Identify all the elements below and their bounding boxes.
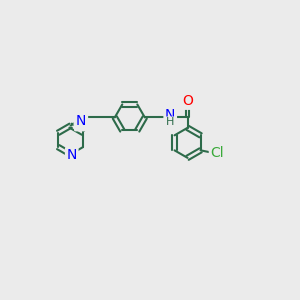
Text: H: H: [166, 117, 174, 127]
Text: O: O: [76, 116, 86, 130]
Text: N: N: [75, 114, 85, 128]
Text: N: N: [165, 108, 175, 122]
Text: N: N: [67, 148, 77, 162]
Text: O: O: [182, 94, 193, 108]
Text: Cl: Cl: [210, 146, 224, 160]
